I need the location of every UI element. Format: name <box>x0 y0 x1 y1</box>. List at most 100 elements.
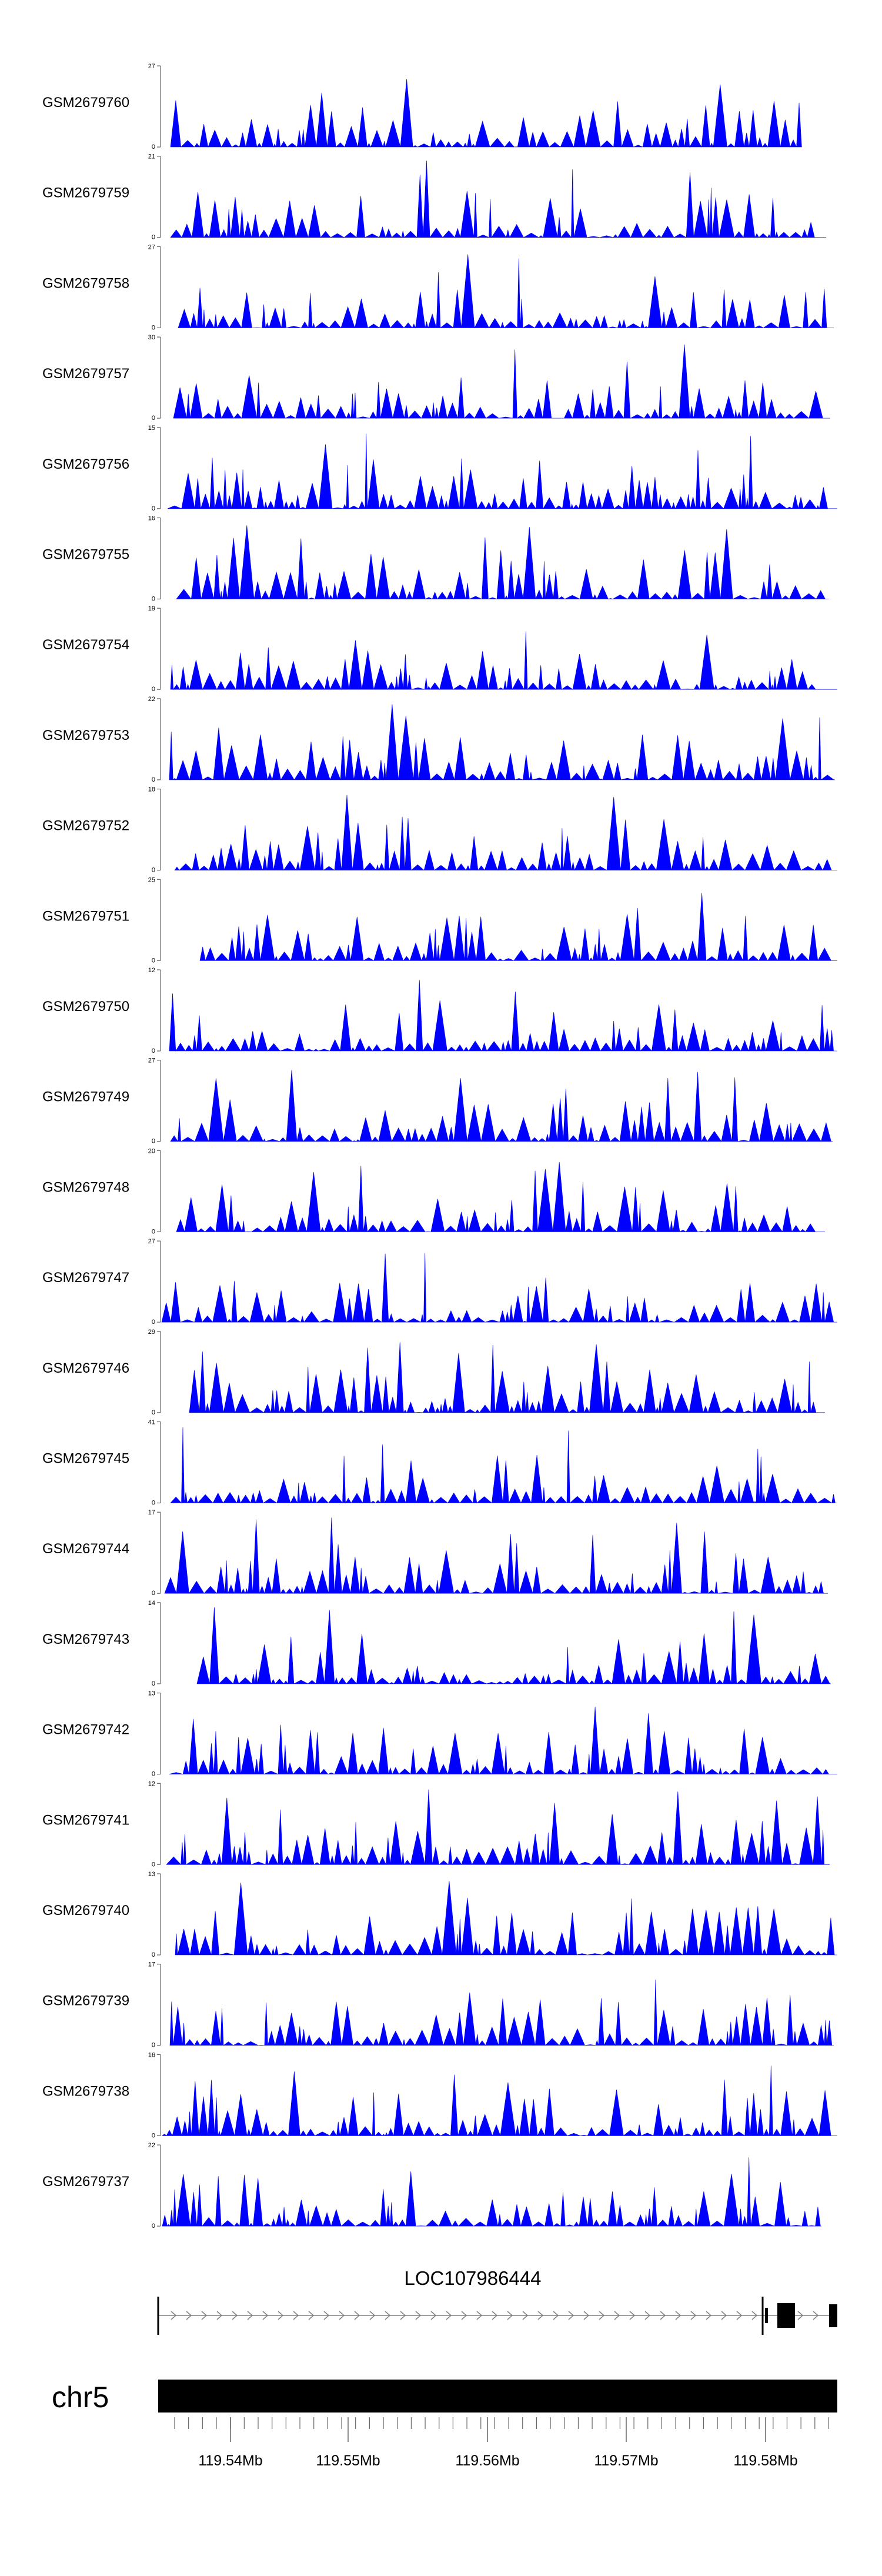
coverage-track: GSM2679752 18 0 <box>42 786 837 874</box>
strand-arrow <box>537 2311 544 2320</box>
exon <box>777 2303 795 2328</box>
strand-arrow <box>476 2311 483 2320</box>
track-label: GSM2679756 <box>42 456 129 472</box>
track-label: GSM2679741 <box>42 1812 129 1828</box>
strand-arrow <box>614 2311 620 2320</box>
coverage-track: GSM2679754 19 0 <box>42 605 837 693</box>
chromosome-axis: chr5 119.54Mb 119.55Mb 119.56Mb 119.57Mb 119.… <box>52 2380 837 2469</box>
coverage-track: GSM2679744 17 0 <box>42 1509 828 1597</box>
strand-arrow <box>262 2311 269 2320</box>
strand-arrow <box>690 2311 697 2320</box>
strand-arrow <box>813 2311 819 2320</box>
y-max-label: 13 <box>148 1871 155 1878</box>
track-label: GSM2679758 <box>42 275 129 291</box>
x-tick-label: 119.56Mb <box>455 2452 519 2469</box>
coverage-track: GSM2679739 17 0 <box>42 1961 834 2049</box>
y-max-label: 17 <box>148 1961 155 1968</box>
y-min-label: 0 <box>152 867 155 874</box>
coverage-area <box>170 1070 833 1142</box>
track-label: GSM2679744 <box>42 1541 129 1557</box>
y-min-label: 0 <box>152 1951 155 1958</box>
y-max-label: 16 <box>148 515 155 522</box>
track-label: GSM2679748 <box>42 1179 129 1195</box>
strand-arrow <box>323 2311 330 2320</box>
strand-arrow <box>675 2311 681 2320</box>
y-max-label: 27 <box>148 1057 155 1065</box>
y-min-label: 0 <box>152 1680 155 1687</box>
strand-arrow <box>797 2311 804 2320</box>
coverage-area <box>162 2066 837 2137</box>
y-min-label: 0 <box>152 505 155 512</box>
y-max-label: 30 <box>148 334 155 341</box>
strand-arrow <box>446 2311 452 2320</box>
track-label: GSM2679757 <box>42 366 129 382</box>
coverage-track: GSM2679741 12 0 <box>42 1780 830 1868</box>
track-label: GSM2679747 <box>42 1270 129 1286</box>
coverage-area <box>169 980 837 1052</box>
coverage-track: GSM2679753 22 0 <box>42 696 835 783</box>
track-label: GSM2679746 <box>42 1360 129 1376</box>
coverage-area <box>161 1253 837 1323</box>
coverage-tracks: GSM2679760270GSM2679759210GSM2679758270G… <box>42 63 837 2230</box>
y-min-label: 0 <box>152 1319 155 1326</box>
track-label: GSM2679738 <box>42 2083 129 2099</box>
coverage-track: GSM2679758 27 0 <box>42 243 834 331</box>
coverage-track: GSM2679740 13 0 <box>42 1871 837 1958</box>
track-label: GSM2679740 <box>42 1903 129 1918</box>
y-max-label: 12 <box>148 967 155 974</box>
coverage-track: GSM2679755 16 0 <box>42 515 829 603</box>
strand-arrow <box>369 2311 376 2320</box>
y-min-label: 0 <box>152 1771 155 1778</box>
y-max-label: 20 <box>148 1147 155 1154</box>
y-max-label: 18 <box>148 786 155 793</box>
exon <box>829 2304 837 2327</box>
strand-arrow <box>293 2311 299 2320</box>
coverage-area <box>176 1162 825 1233</box>
track-label: GSM2679745 <box>42 1451 129 1467</box>
y-max-label: 27 <box>148 243 155 251</box>
y-min-label: 0 <box>152 776 155 783</box>
y-min-label: 0 <box>152 1861 155 1868</box>
y-min-label: 0 <box>152 2132 155 2139</box>
coverage-area <box>169 1979 834 2046</box>
strand-arrow <box>706 2311 712 2320</box>
y-max-label: 25 <box>148 876 155 883</box>
coverage-track: GSM2679745 41 0 <box>42 1419 837 1507</box>
coverage-area <box>174 795 837 871</box>
coverage-area <box>170 79 802 148</box>
gene-track: LOC107986444 <box>157 2267 837 2335</box>
coverage-area <box>173 344 830 419</box>
y-min-label: 0 <box>152 1590 155 1597</box>
y-max-label: 41 <box>148 1419 155 1426</box>
y-max-label: 22 <box>148 696 155 703</box>
track-label: GSM2679739 <box>42 1993 129 2009</box>
coverage-track: GSM2679749 27 0 <box>42 1057 833 1145</box>
strand-arrow <box>568 2311 574 2320</box>
coverage-area <box>170 631 837 690</box>
coverage-area <box>170 161 826 238</box>
y-min-label: 0 <box>152 1500 155 1507</box>
y-min-label: 0 <box>152 957 155 964</box>
coverage-area <box>167 433 837 509</box>
y-min-label: 0 <box>152 1228 155 1235</box>
strand-arrow <box>583 2311 590 2320</box>
gene-label: LOC107986444 <box>404 2267 541 2289</box>
y-max-label: 17 <box>148 1509 155 1516</box>
strand-arrow <box>553 2311 559 2320</box>
coverage-track: GSM2679747 27 0 <box>42 1238 837 1326</box>
coverage-area <box>169 704 835 781</box>
x-tick-label: 119.57Mb <box>594 2452 658 2469</box>
coverage-track: GSM2679756 15 0 <box>42 425 837 512</box>
y-min-label: 0 <box>152 1047 155 1055</box>
strand-arrow <box>721 2311 727 2320</box>
track-label: GSM2679753 <box>42 728 129 743</box>
strand-arrow <box>308 2311 315 2320</box>
y-min-label: 0 <box>152 686 155 693</box>
y-min-label: 0 <box>152 596 155 603</box>
strand-arrow <box>507 2311 513 2320</box>
strand-arrow <box>400 2311 406 2320</box>
strand-arrow <box>751 2311 758 2320</box>
exon <box>765 2308 768 2323</box>
y-max-label: 12 <box>148 1780 155 1787</box>
y-min-label: 0 <box>152 415 155 422</box>
